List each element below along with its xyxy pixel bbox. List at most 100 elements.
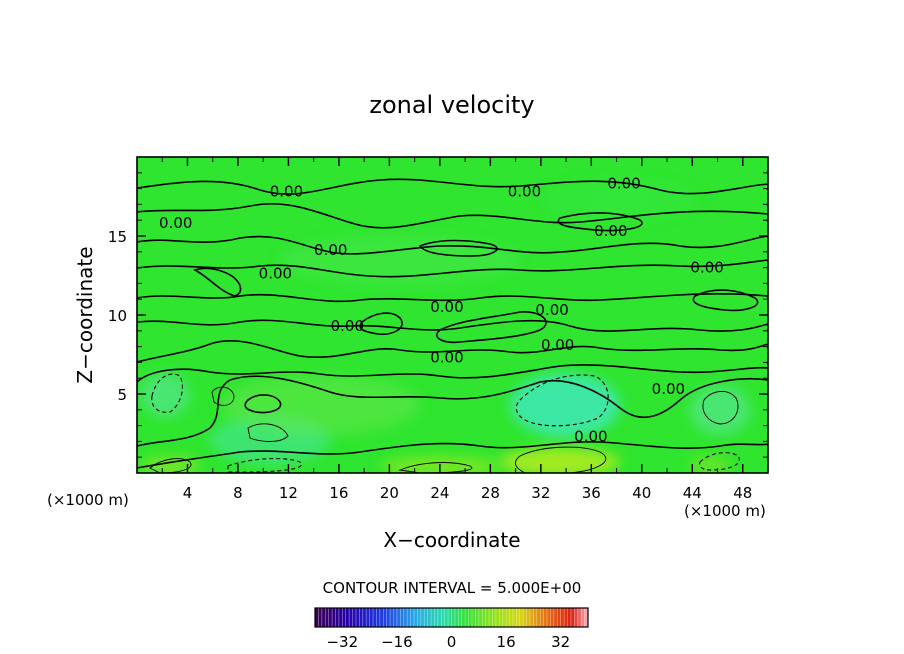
colorbar-swatch (489, 608, 493, 627)
colorbar-swatch (434, 608, 439, 627)
colorbar-swatch (448, 608, 452, 627)
colorbar-swatch (345, 608, 350, 627)
colorbar-swatch (393, 608, 398, 627)
colorbar-swatch (560, 608, 565, 627)
colorbar-swatch (529, 608, 534, 627)
colorbar-swatch (355, 608, 360, 627)
colorbar-swatch (519, 608, 524, 627)
colorbar-swatch (373, 608, 377, 627)
colorbar-tick-label: 16 (497, 633, 516, 651)
colorbar-swatch (557, 608, 562, 627)
colorbar-swatch (383, 608, 388, 627)
field-shading (140, 180, 750, 473)
colorbar-swatch (379, 608, 384, 627)
x-tick-label: 8 (233, 484, 243, 502)
contour-label: 0.00 (535, 301, 568, 319)
x-tick-label: 12 (279, 484, 298, 502)
x-axis: 4 8 12 16 20 24 28 32 36 40 44 48 (161, 157, 752, 502)
colorbar-swatch (475, 608, 480, 627)
y-tick-label: 10 (108, 307, 127, 325)
x-tick-label: 28 (481, 484, 500, 502)
x-tick-label: 36 (582, 484, 601, 502)
colorbar-swatch (451, 608, 456, 627)
colorbar-swatch (366, 608, 370, 627)
x-tick-label: 16 (329, 484, 348, 502)
colorbar-swatch (512, 608, 517, 627)
colorbar-swatch (533, 608, 538, 627)
colorbar-swatch (584, 608, 589, 627)
colorbar-swatch (386, 608, 391, 627)
x-axis-label: X−coordinate (383, 528, 520, 552)
colorbar-swatch (478, 608, 483, 627)
colorbar-swatch (516, 608, 521, 627)
colorbar-swatch (424, 608, 429, 627)
colorbar-swatch (328, 608, 333, 627)
colorbar-swatch (427, 608, 432, 627)
colorbar-swatch (369, 608, 374, 627)
colorbar-swatch (362, 608, 367, 627)
x-tick-label: 4 (183, 484, 193, 502)
chart-title: zonal velocity (369, 91, 534, 119)
colorbar-swatch (509, 608, 514, 627)
contour-label: 0.00 (594, 222, 627, 240)
contour-lines-zero (137, 178, 768, 469)
colorbar-swatch (564, 608, 568, 627)
colorbar-swatch (396, 608, 401, 627)
colorbar-swatch (400, 608, 405, 627)
x-tick-label: 32 (531, 484, 550, 502)
colorbar-swatch (471, 608, 476, 627)
colorbar-swatch (553, 608, 558, 627)
colorbar-tick-label: −16 (381, 633, 413, 651)
colorbar-swatch (315, 608, 319, 627)
colorbar-swatch (461, 608, 466, 627)
x-tick-label: 48 (733, 484, 752, 502)
contour-label: 0.00 (508, 183, 541, 201)
colorbar-swatch (332, 608, 336, 627)
colorbar-swatch (376, 608, 381, 627)
colorbar-swatch (581, 608, 585, 627)
contour-label: 0.00 (430, 348, 463, 366)
colorbar-swatch (335, 608, 340, 627)
y-axis-label: Z−coordinate (73, 246, 97, 383)
colorbar-tick-labels: −32 −16 0 16 32 (326, 633, 570, 651)
colorbar-swatch (523, 608, 527, 627)
y-axis: 5 10 15 (108, 172, 768, 458)
colorbar-tick-label: 32 (551, 633, 570, 651)
colorbar-swatch (349, 608, 353, 627)
contour-label: 0.00 (541, 336, 574, 354)
colorbar-swatch (352, 608, 357, 627)
colorbar-swatch (321, 608, 326, 627)
colorbar-frame (314, 607, 589, 628)
colorbar-swatch (570, 608, 575, 627)
x-tick-label: 20 (380, 484, 399, 502)
colorbar-swatch (342, 608, 347, 627)
colorbar-swatch (417, 608, 422, 627)
x-unit-right-label: (×1000 m) (684, 502, 766, 520)
colorbar-swatch (495, 608, 500, 627)
colorbar-swatch (468, 608, 473, 627)
colorbar-swatch (499, 608, 504, 627)
colorbar-swatch (492, 608, 497, 627)
colorbar-swatch (547, 608, 551, 627)
colorbar-swatch (485, 608, 490, 627)
colorbar-swatch (410, 608, 415, 627)
colorbar-swatch (536, 608, 541, 627)
colorbar-swatch (567, 608, 572, 627)
x-unit-left-label: (×1000 m) (47, 491, 129, 509)
contour-interval-text: CONTOUR INTERVAL = 5.000E+00 (323, 579, 582, 597)
y-tick-label: 5 (117, 386, 127, 404)
colorbar-swatch (543, 608, 548, 627)
colorbar-swatch (420, 608, 425, 627)
colorbar-swatch (338, 608, 343, 627)
colorbar-swatch (482, 608, 487, 627)
plot-area: 0.00 0.00 0.00 0.00 0.00 0.00 0.00 0.00 0.00 0.00… (137, 157, 768, 473)
colorbar (314, 607, 589, 628)
contour-label: 0.00 (259, 265, 292, 283)
colorbar-swatch (413, 608, 418, 627)
contour-label: 0.00 (690, 258, 723, 276)
colorbar-swatch (502, 608, 507, 627)
contour-label: 0.00 (652, 380, 685, 398)
contour-label: 0.00 (331, 317, 364, 335)
colorbar-swatch (465, 608, 469, 627)
